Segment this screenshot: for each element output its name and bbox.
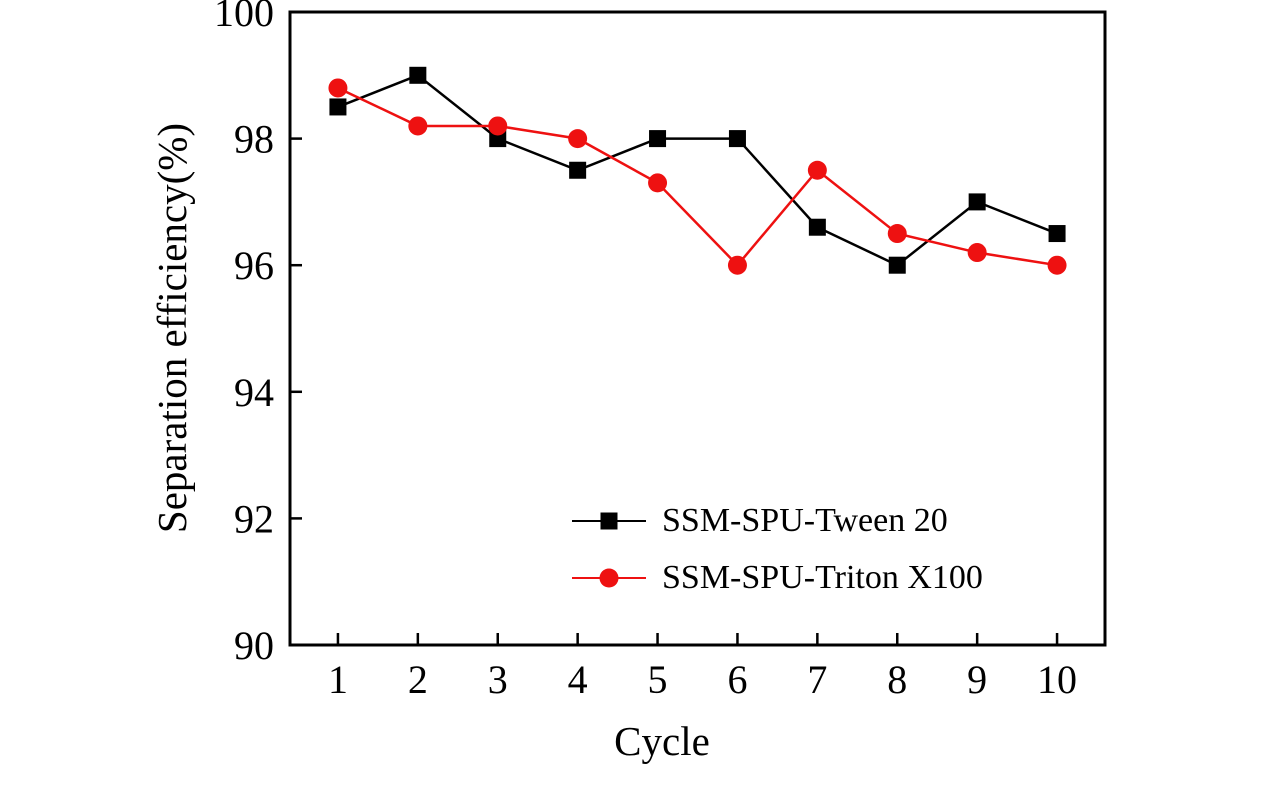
data-point-circle: [328, 78, 348, 98]
data-point-circle: [887, 224, 907, 244]
data-point-circle: [488, 116, 508, 136]
series-line-1: [337, 86, 1058, 268]
data-point-circle: [1047, 255, 1067, 275]
x-tick-label: 5: [648, 657, 668, 702]
data-point-square: [569, 161, 587, 179]
data-point-circle: [648, 173, 668, 193]
plot-frame: [288, 10, 1107, 647]
legend-item-tritonx100: SSM-SPU-Triton X100: [572, 549, 983, 606]
legend: SSM-SPU-Tween 20 SSM-SPU-Triton X100: [572, 492, 983, 606]
legend-label-tween20: SSM-SPU-Tween 20: [662, 501, 948, 539]
y-tick-label: 92: [234, 496, 274, 541]
legend-marker-square-icon: [572, 510, 646, 532]
x-tick-label: 3: [488, 657, 508, 702]
data-point-circle: [727, 255, 747, 275]
y-tick-label: 96: [234, 243, 274, 288]
circle-marker-icon: [599, 568, 619, 587]
y-axis-label: Separation efficiency(%): [149, 122, 195, 534]
data-point-circle: [408, 116, 428, 136]
data-point-square: [649, 130, 667, 148]
data-point-square: [728, 130, 746, 148]
data-point-circle: [967, 243, 987, 263]
series-line-0: [337, 73, 1058, 267]
x-axis-label: Cycle: [614, 718, 710, 764]
y-tick-label: 90: [234, 623, 274, 668]
data-point-square: [968, 193, 986, 211]
y-tick-label: 98: [234, 117, 274, 162]
square-marker-icon: [600, 512, 618, 529]
x-tick-label: 1: [328, 657, 348, 702]
x-tick-label: 8: [887, 657, 907, 702]
x-tick-label: 10: [1037, 657, 1077, 702]
legend-item-tween20: SSM-SPU-Tween 20: [572, 492, 983, 549]
data-point-square: [329, 98, 347, 116]
x-tick-label: 9: [967, 657, 987, 702]
y-tick-label: 100: [214, 0, 274, 35]
data-point-circle: [807, 160, 827, 180]
data-point-square: [888, 256, 906, 274]
legend-marker-circle-icon: [572, 567, 646, 589]
x-tick-label: 2: [408, 657, 428, 702]
data-point-square: [808, 218, 826, 236]
data-point-square: [1048, 225, 1066, 243]
x-tick-label: 4: [568, 657, 588, 702]
legend-label-tritonx100: SSM-SPU-Triton X100: [662, 558, 983, 596]
x-tick-label: 6: [727, 657, 747, 702]
data-point-circle: [568, 129, 588, 149]
y-tick-label: 94: [234, 370, 274, 415]
data-point-square: [409, 66, 427, 84]
x-tick-label: 7: [807, 657, 827, 702]
